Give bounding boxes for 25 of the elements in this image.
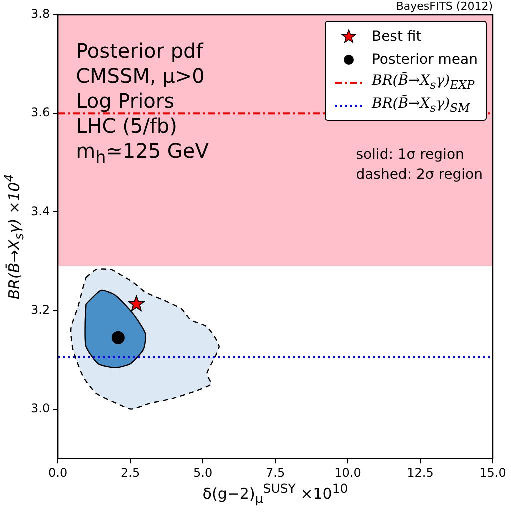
- annotation: m$_{h}$≃125 GeV: [76, 139, 209, 169]
- text: BayesFITS (2012): [396, 0, 493, 13]
- annotation: dashed: 2σ region: [356, 166, 483, 185]
- legend-label: Best fit: [372, 28, 422, 44]
- annotation: Log Priors: [76, 89, 176, 114]
- annotation: solid: 1σ region: [356, 146, 466, 165]
- y-tick-label: 3.0: [30, 401, 50, 416]
- annotation: Posterior pdf: [76, 39, 205, 64]
- y-tick-label: 3.2: [30, 302, 50, 317]
- x-tick-label: 0.0: [48, 466, 68, 480]
- legend-label: Posterior mean: [372, 52, 478, 68]
- y-tick-label: 3.4: [30, 204, 50, 218]
- y-tick-label: 3.8: [30, 7, 50, 22]
- x-tick-label: 5.0: [194, 466, 213, 480]
- x-tick-label: 7.5: [266, 466, 286, 480]
- x-tick-label: 2.5: [121, 466, 140, 480]
- legend-label: BR(B̄→X$_{s}$γ)$_{EXP}$: [372, 73, 475, 92]
- annotation: CMSSM, μ>0: [76, 64, 206, 89]
- x-tick-label: 12.5: [407, 466, 434, 480]
- y-tick-label: 3.6: [30, 106, 50, 120]
- annotation: LHC (5/fb): [76, 114, 178, 139]
- x-axis-title: δ(g−2)$_{μ}$$^{SUSY}$ ×10$^{10}$: [202, 480, 350, 506]
- x-tick-label: 15.0: [480, 466, 506, 480]
- x-tick-label: 10.0: [334, 466, 362, 480]
- legend-label: BR(B̄→X$_{s}$γ)$_{SM}$: [372, 96, 470, 115]
